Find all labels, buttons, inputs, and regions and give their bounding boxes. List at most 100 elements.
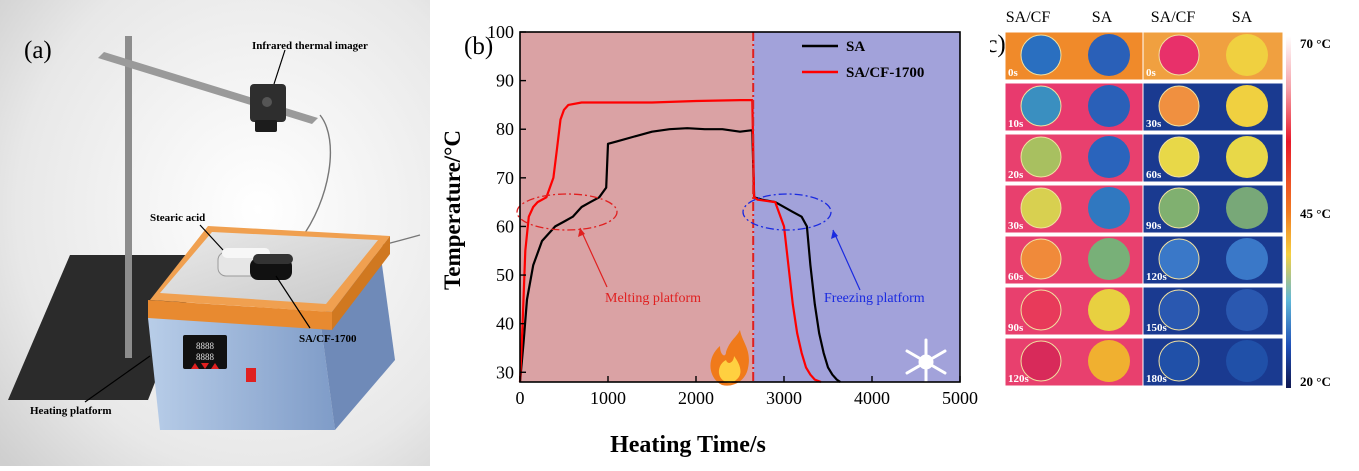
temperature-chart: Melting platform Freezing platform 0 1000… [440,22,978,458]
time-label: 60s [1146,169,1162,181]
cooling-region [753,32,960,382]
sa-sample-spot [1088,289,1130,331]
melting-annotation: Melting platform [605,291,701,306]
sacf-sample [250,254,293,280]
time-label: 120s [1008,373,1030,385]
stearic-callout: Stearic acid [150,212,205,224]
melting-ellipse [516,193,618,231]
cooling-thermal-frame: 150s [1142,286,1284,336]
time-label: 120s [1146,271,1168,283]
freezing-annotation: Freezing platform [824,291,925,306]
series-line-sa [518,127,841,383]
time-label: 90s [1008,322,1024,334]
stand-rod [125,36,132,358]
heater-side [320,250,395,430]
fire-icon [710,330,749,386]
snowflake-icon [905,338,947,386]
sacf-sample-spot [1020,289,1062,331]
thermal-camera [250,84,286,132]
x-tick-label: 3000 [766,388,802,408]
sa-sample-spot [1226,289,1268,331]
cooling-thermal-frame: 60s [1142,133,1284,183]
platform-callout: Heating platform [30,405,112,417]
y-axis-title: Temperature/°C [440,130,465,290]
time-label: 20s [1008,169,1024,181]
legend-label-sacf: SA/CF-1700 [846,65,924,81]
melting-arrow [579,227,608,288]
legend-label-sa: SA [846,39,865,55]
sacf-sample-spot [1020,238,1062,280]
sa-sample-spot [1088,340,1130,382]
sacf-sample-spot [1158,136,1200,178]
heating-thermal-frame: 60s [1004,235,1146,285]
heating-thermal-frame: 10s [1004,82,1146,132]
sacf-sample-spot [1158,238,1200,280]
heating-thermal-frame: 90s [1004,286,1146,336]
cooling-thermal-frame: 30s [1142,82,1284,132]
arrow-down-icon [201,363,209,369]
setup-illustration: 8888 8888 (a) Infrared thermal imager St… [0,0,430,466]
heating-thermal-frame: 120s [1004,337,1146,387]
panel-b-label: (b) [464,33,493,60]
sacf-sample-spot [1158,187,1200,229]
composite-callout: SA/CF-1700 [299,333,357,345]
column-header: SA [1092,9,1113,26]
cooling-thermal-frame: 180s [1142,337,1284,387]
sacf-sample-spot [1020,187,1062,229]
sa-sample-spot [1088,85,1130,127]
sa-sample-spot [1226,34,1268,76]
heating-thermal-frame: 30s [1004,184,1146,234]
sa-sample-spot [1226,85,1268,127]
sacf-sample-spot [1020,136,1062,178]
sacf-sample-spot [1020,34,1062,76]
y-tick-label: 40 [496,314,514,334]
x-tick-label: 2000 [678,388,714,408]
heating-thermal-frame: 20s [1004,133,1146,183]
time-label: 10s [1008,118,1024,130]
imager-callout: Infrared thermal imager [252,40,368,52]
sa-sample-spot [1226,238,1268,280]
column-header: SA [1232,9,1253,26]
arrow-up-icon [211,363,219,369]
time-label: 90s [1146,220,1162,232]
panel-c-label: (c) [990,31,1006,58]
y-tick-label: 90 [496,71,514,91]
sa-sample-spot [1226,136,1268,178]
column-header: SA/CF [1151,9,1196,26]
time-label: 0s [1008,67,1019,79]
series-line-sacf [518,98,822,384]
panel-b-chart: Melting platform Freezing platform 0 1000… [430,0,990,466]
x-tick-label: 5000 [942,388,978,408]
y-tick-label: 60 [496,216,514,236]
freezing-ellipse [742,193,832,231]
scale-min-label: 20 °C [1300,374,1331,389]
power-switch [246,368,256,382]
y-tick-label: 50 [496,265,514,285]
y-tick-label: 80 [496,119,514,139]
scale-max-label: 70 °C [1300,36,1331,51]
panel-a-setup: 8888 8888 (a) Infrared thermal imager St… [0,0,470,466]
x-axis-title: Heating Time/s [610,432,766,458]
cooling-thermal-frame: 120s [1142,235,1284,285]
time-label: 60s [1008,271,1024,283]
plot-frame [519,31,961,383]
display-digits-top: 8888 [196,341,215,351]
cooling-thermal-frame: 90s [1142,184,1284,234]
time-label: 150s [1146,322,1168,334]
y-tick-label: 70 [496,168,514,188]
sa-sample-spot [1226,187,1268,229]
time-label: 0s [1146,67,1157,79]
scale-mid-label: 45 °C [1300,206,1331,221]
heating-thermal-frame: 0s [1004,31,1146,81]
sa-sample-spot [1226,340,1268,382]
sa-sample-spot [1088,187,1130,229]
sacf-sample-spot [1158,289,1200,331]
y-tick-label: 30 [496,362,514,382]
heating-region [520,32,754,382]
x-tick-label: 4000 [854,388,890,408]
arrow-up-icon [191,363,199,369]
cooling-thermal-frame: 0s [1142,31,1284,81]
sa-sample-spot [1088,34,1130,76]
sacf-sample-spot [1158,340,1200,382]
time-label: 30s [1146,118,1162,130]
